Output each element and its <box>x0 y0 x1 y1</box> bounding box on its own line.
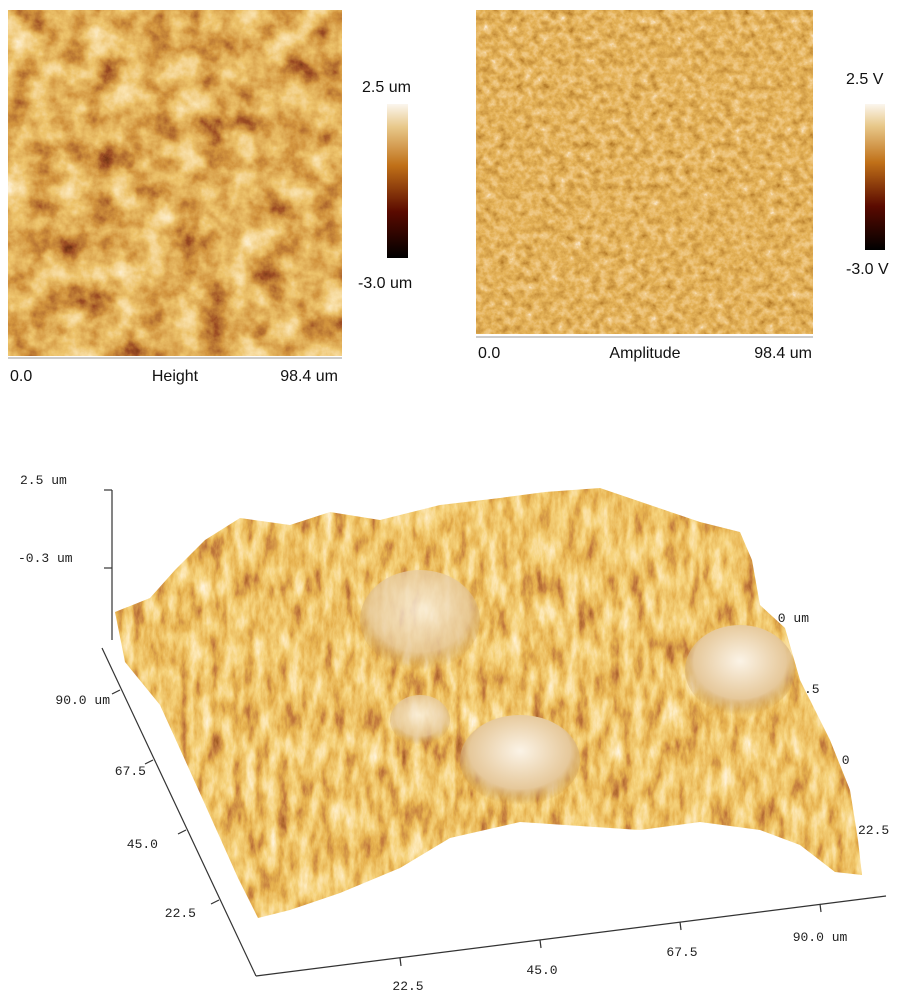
axis-end: 98.4 um <box>280 368 338 385</box>
x-tick <box>539 939 542 949</box>
height-colorbar <box>387 104 408 258</box>
x-axis-label: 45.0 <box>526 963 557 978</box>
y-tick <box>144 759 154 765</box>
scale-min: -3.0 um <box>358 275 412 292</box>
height-image <box>8 10 342 356</box>
axis-end: 98.4 um <box>754 345 812 362</box>
surface-3d: .0 um.5.022.5 <box>101 488 889 977</box>
right-axis-label: .5 <box>804 682 820 697</box>
axis-start: 0.0 <box>10 368 32 385</box>
y-axis-label: 45.0 <box>127 837 158 852</box>
y-axis-label: 90.0 um <box>55 693 110 708</box>
x-tick <box>679 921 682 931</box>
scale-min: -3.0 V <box>846 261 889 278</box>
y-tick <box>177 829 187 835</box>
x-tick <box>399 957 402 967</box>
y-axis-label: 67.5 <box>115 764 146 779</box>
y-axis <box>101 647 257 977</box>
surface <box>115 488 862 918</box>
x-axis <box>255 895 887 977</box>
right-axis-label: 22.5 <box>858 823 889 838</box>
amplitude-image <box>476 10 813 334</box>
scale-max: 2.5 um <box>362 79 411 96</box>
axis-start: 0.0 <box>478 345 500 362</box>
panel-label: Height <box>152 368 199 385</box>
z-label: -0.3 um <box>18 551 73 566</box>
panel-label: Amplitude <box>609 345 680 362</box>
scale-max: 2.5 V <box>846 71 884 88</box>
x-axis-label: 22.5 <box>392 979 423 994</box>
right-axis-label: .0 um <box>770 611 809 626</box>
z-label: 2.5 um <box>20 473 67 488</box>
y-axis-label: 22.5 <box>165 906 196 921</box>
y-tick <box>210 899 220 905</box>
x-tick <box>819 903 822 913</box>
x-axis-label: 90.0 um <box>793 930 848 945</box>
x-axis-label: 67.5 <box>666 945 697 960</box>
amplitude-colorbar <box>865 104 885 250</box>
y-tick <box>111 689 121 695</box>
